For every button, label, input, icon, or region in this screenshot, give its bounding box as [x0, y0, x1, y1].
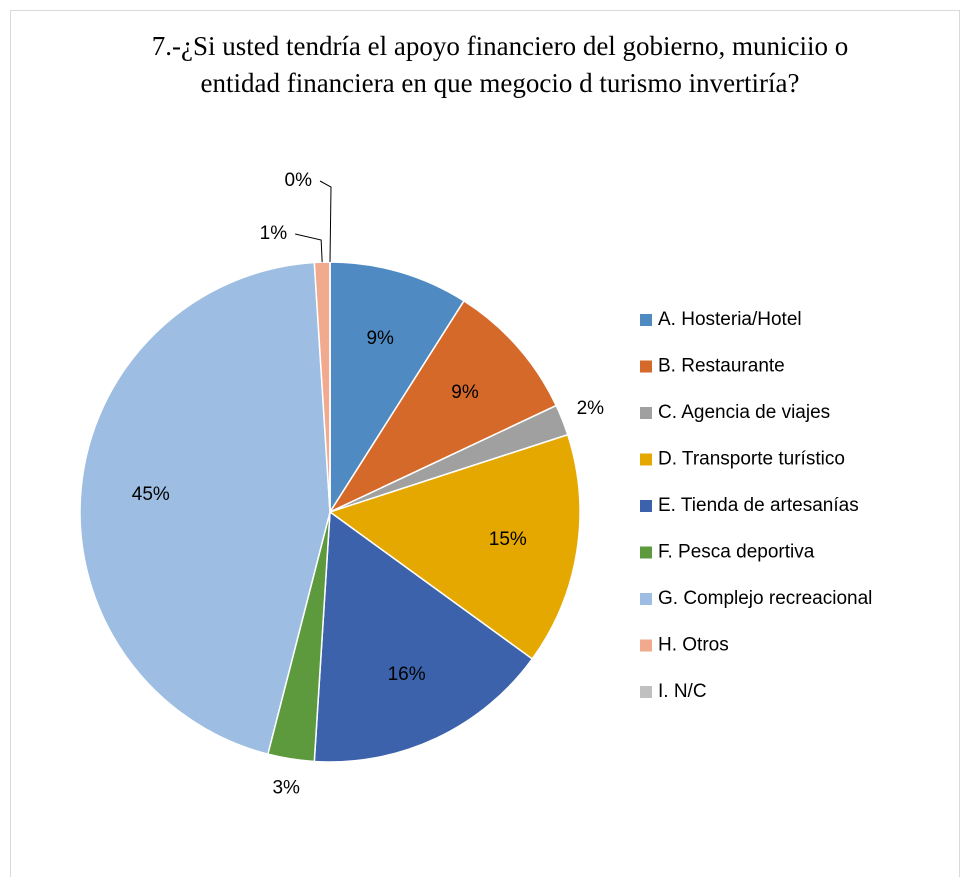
data-label: 1%	[260, 223, 288, 244]
legend-label: I. N/C	[658, 681, 707, 702]
pie-slice	[313, 510, 534, 763]
chart-frame	[10, 10, 960, 877]
data-label: 2%	[577, 398, 605, 419]
legend-label: D. Transporte turístico	[658, 449, 845, 470]
legend-label: G. Complejo recreacional	[658, 588, 872, 609]
pie-slice	[327, 299, 558, 514]
legend-label: E. Tienda de artesanías	[658, 495, 859, 516]
legend-label: C. Agencia de viajes	[658, 402, 830, 423]
legend-swatch	[640, 500, 652, 512]
data-label: 0%	[285, 170, 313, 191]
legend-swatch	[640, 314, 652, 326]
pie-slice	[79, 261, 331, 756]
legend-label: A. Hosteria/Hotel	[658, 309, 802, 330]
data-label: 9%	[451, 382, 479, 403]
leader-line	[319, 180, 332, 263]
data-label: 16%	[388, 664, 426, 685]
legend-label: H. Otros	[658, 635, 729, 656]
data-label: 3%	[272, 778, 300, 799]
legend-swatch	[640, 686, 652, 698]
data-label: 45%	[132, 484, 170, 505]
chart-title: 7.-¿Si usted tendría el apoyo financiero…	[151, 31, 849, 98]
pie-slice	[328, 433, 581, 660]
legend-label: B. Restaurante	[658, 356, 785, 377]
legend-label: F. Pesca deportiva	[658, 542, 815, 563]
legend-swatch	[640, 546, 652, 559]
legend-swatch	[640, 593, 652, 605]
legend-swatch	[640, 407, 652, 419]
legend-swatch	[640, 639, 652, 652]
pie-slice	[329, 261, 465, 515]
data-label: 9%	[366, 328, 394, 349]
legend-swatch	[640, 360, 652, 373]
leader-line	[295, 233, 323, 263]
data-label: 15%	[489, 529, 527, 550]
legend-swatch	[640, 453, 652, 466]
